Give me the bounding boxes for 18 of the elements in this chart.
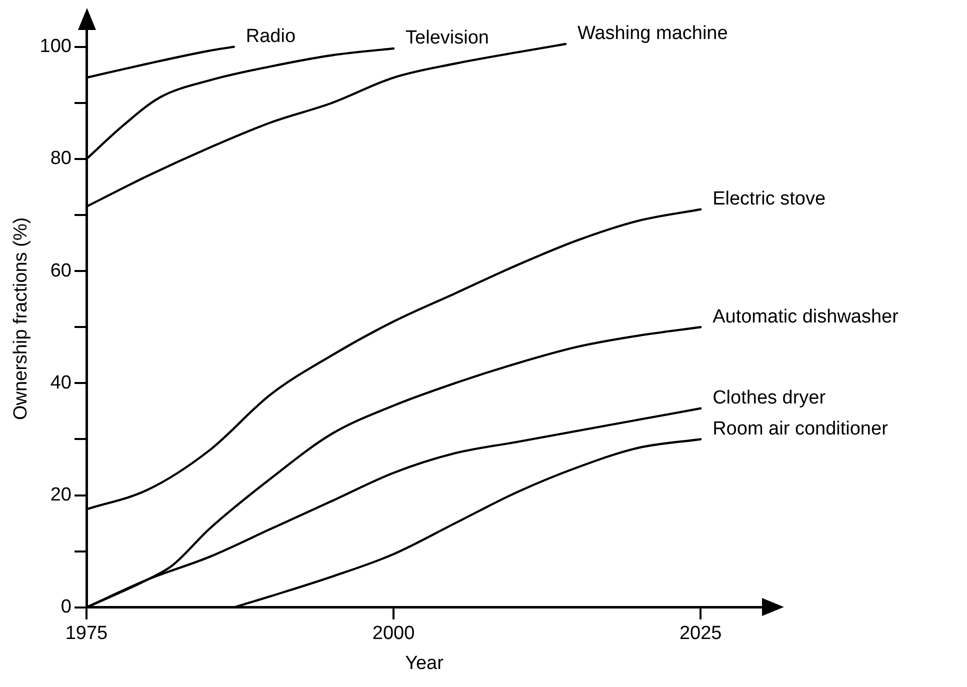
x-axis-title: Year <box>405 652 444 674</box>
y-tick-label: 0 <box>60 596 72 618</box>
x-tick-label: 1975 <box>65 623 108 644</box>
series-label: Electric stove <box>712 188 826 210</box>
y-axis-title: Ownership fractions (%) <box>10 217 32 420</box>
series-label: Radio <box>246 26 296 48</box>
y-tick-label: 100 <box>40 36 72 58</box>
x-tick-label: 2000 <box>372 623 415 644</box>
series-label: Washing machine <box>577 23 728 44</box>
series-label: Television <box>406 28 489 49</box>
y-tick-label: 80 <box>50 148 72 170</box>
y-tick-label: 60 <box>50 260 72 282</box>
series-label: Room air conditioner <box>712 418 889 440</box>
series-label: Automatic dishwasher <box>712 306 900 328</box>
x-tick-label: 2025 <box>679 623 722 644</box>
series-label: Clothes dryer <box>712 388 826 409</box>
y-tick-label: 20 <box>50 484 72 506</box>
y-tick-label: 40 <box>50 372 72 394</box>
